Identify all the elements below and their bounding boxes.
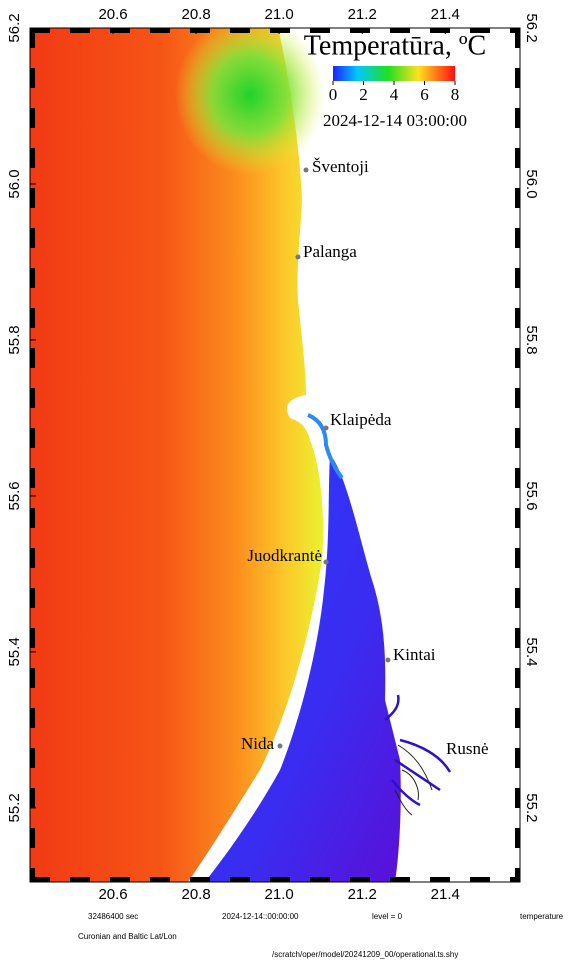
lon-tick-label: 20.6	[98, 886, 127, 903]
footer-variable: temperature	[520, 912, 564, 921]
lon-tick-label: 21.4	[431, 886, 460, 903]
lon-tick-label: 20.8	[182, 6, 211, 23]
place-dot	[303, 167, 309, 173]
place-label: Nida	[241, 734, 275, 753]
footer-level: level = 0	[372, 912, 403, 921]
lat-tick-label: 56.2	[6, 13, 23, 42]
lat-tick-label: 56.0	[6, 169, 23, 198]
lat-tick-label: 55.2	[523, 793, 540, 822]
place-dot	[385, 657, 391, 663]
lat-tick-label: 56.2	[523, 13, 540, 42]
colorbar-tick-label: 2	[359, 85, 368, 104]
sea	[30, 28, 324, 882]
field	[30, 28, 452, 882]
lat-tick-label: 55.6	[523, 481, 540, 510]
lat-tick-label: 55.4	[523, 637, 540, 666]
lon-tick-label: 21.0	[265, 886, 294, 903]
lon-tick-label: 20.8	[182, 886, 211, 903]
place-dot	[295, 254, 301, 260]
colorbar-tick-label: 0	[329, 85, 338, 104]
place-label: Kintai	[393, 645, 436, 664]
frame-dashes	[30, 28, 520, 882]
place-dot	[323, 559, 329, 565]
lon-tick-label: 21.2	[348, 6, 377, 23]
title: Temperatūra, ºC	[304, 30, 486, 61]
footer-projection: Curonian and Baltic Lat/Lon	[78, 932, 177, 941]
lat-tick-label: 55.4	[6, 637, 23, 666]
footer-file: /scratch/oper/model/20241209_00/operatio…	[272, 950, 458, 959]
place-label: Rusnė	[446, 739, 489, 758]
colorbar-tick-label: 8	[451, 85, 460, 104]
lagoon	[205, 455, 401, 882]
place-label: Juodkrantė	[247, 546, 322, 565]
colorbar	[333, 66, 455, 81]
place-label: Klaipėda	[330, 410, 392, 429]
footer-date: 2024-12-14::00:00:00	[222, 912, 299, 921]
cold-patch	[175, 28, 325, 175]
lat-tick-label: 55.2	[6, 793, 23, 822]
lon-tick-label: 21.4	[431, 6, 460, 23]
place-dot	[323, 425, 329, 431]
place-label: Šventoji	[312, 157, 369, 176]
delta-lines	[394, 744, 433, 816]
lon-tick-label: 21.0	[265, 6, 294, 23]
lat-tick-label: 55.8	[6, 325, 23, 354]
place-label: Palanga	[303, 242, 357, 261]
footer-seconds: 32486400 sec	[88, 912, 138, 921]
lon-tick-label: 20.6	[98, 6, 127, 23]
lat-tick-label: 56.0	[523, 169, 540, 198]
timestamp: 2024-12-14 03:00:00	[323, 111, 467, 130]
lat-tick-label: 55.6	[6, 481, 23, 510]
place-dot	[277, 743, 283, 749]
colorbar-tick-label: 6	[420, 85, 429, 104]
river-delta	[384, 694, 452, 807]
lat-tick-label: 55.8	[523, 325, 540, 354]
colorbar-tick-label: 4	[390, 85, 399, 104]
lon-tick-label: 21.2	[348, 886, 377, 903]
strait	[307, 413, 344, 480]
